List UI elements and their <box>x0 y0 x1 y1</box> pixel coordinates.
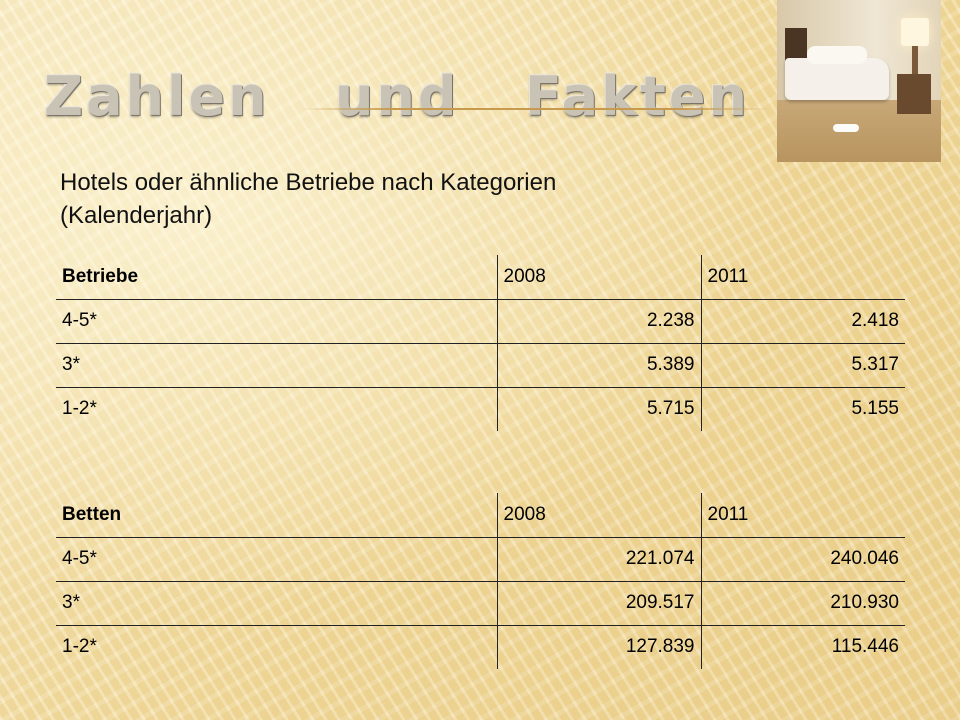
table-row: 3* 209.517 210.930 <box>56 580 905 626</box>
header-year-2008: 2008 <box>496 255 702 300</box>
row-category: 3* <box>56 580 498 626</box>
header-year-2011: 2011 <box>700 255 905 300</box>
row-category: 3* <box>56 342 498 388</box>
photo-lamp-base <box>912 46 918 74</box>
table-row: 1-2* 5.715 5.155 <box>56 386 905 431</box>
cell-2011: 210.930 <box>700 580 905 626</box>
photo-pillow <box>807 46 867 64</box>
betriebe-table: Betriebe 2008 2011 4-5* 2.238 2.418 3* 5… <box>56 255 905 431</box>
header-year-2011: 2011 <box>700 493 905 538</box>
table-header-row: Betriebe 2008 2011 <box>56 255 905 300</box>
row-category: 1-2* <box>56 624 498 669</box>
table-header-row: Betten 2008 2011 <box>56 493 905 538</box>
cell-2008: 2.238 <box>496 298 702 344</box>
betten-table: Betten 2008 2011 4-5* 221.074 240.046 3*… <box>56 493 905 669</box>
row-category: 4-5* <box>56 298 498 344</box>
table-row: 3* 5.389 5.317 <box>56 342 905 388</box>
cell-2011: 5.317 <box>700 342 905 388</box>
subtitle-line-2: (Kalenderjahr) <box>60 202 213 229</box>
cell-2008: 221.074 <box>496 536 702 582</box>
cell-2008: 5.389 <box>496 342 702 388</box>
subtitle-line-1: Hotels oder ähnliche Betriebe nach Kateg… <box>60 169 557 196</box>
slide-subtitle: Hotels oder ähnliche Betriebe nach Kateg… <box>60 166 760 232</box>
cell-2011: 115.446 <box>700 624 905 669</box>
photo-slippers <box>833 124 859 132</box>
table-row: 4-5* 221.074 240.046 <box>56 536 905 582</box>
header-category: Betten <box>56 493 498 538</box>
photo-bed <box>785 58 889 100</box>
photo-nightstand <box>897 74 931 114</box>
title-underline <box>300 108 770 110</box>
photo-lampshade <box>901 18 929 46</box>
slide-title: Zahlen und Fakten <box>44 65 750 128</box>
table-row: 4-5* 2.238 2.418 <box>56 298 905 344</box>
cell-2011: 2.418 <box>700 298 905 344</box>
cell-2011: 240.046 <box>700 536 905 582</box>
row-category: 4-5* <box>56 536 498 582</box>
header-category: Betriebe <box>56 255 498 300</box>
hotel-room-photo-icon <box>777 0 941 162</box>
row-category: 1-2* <box>56 386 498 431</box>
cell-2008: 209.517 <box>496 580 702 626</box>
cell-2011: 5.155 <box>700 386 905 431</box>
cell-2008: 5.715 <box>496 386 702 431</box>
cell-2008: 127.839 <box>496 624 702 669</box>
header-year-2008: 2008 <box>496 493 702 538</box>
table-row: 1-2* 127.839 115.446 <box>56 624 905 669</box>
